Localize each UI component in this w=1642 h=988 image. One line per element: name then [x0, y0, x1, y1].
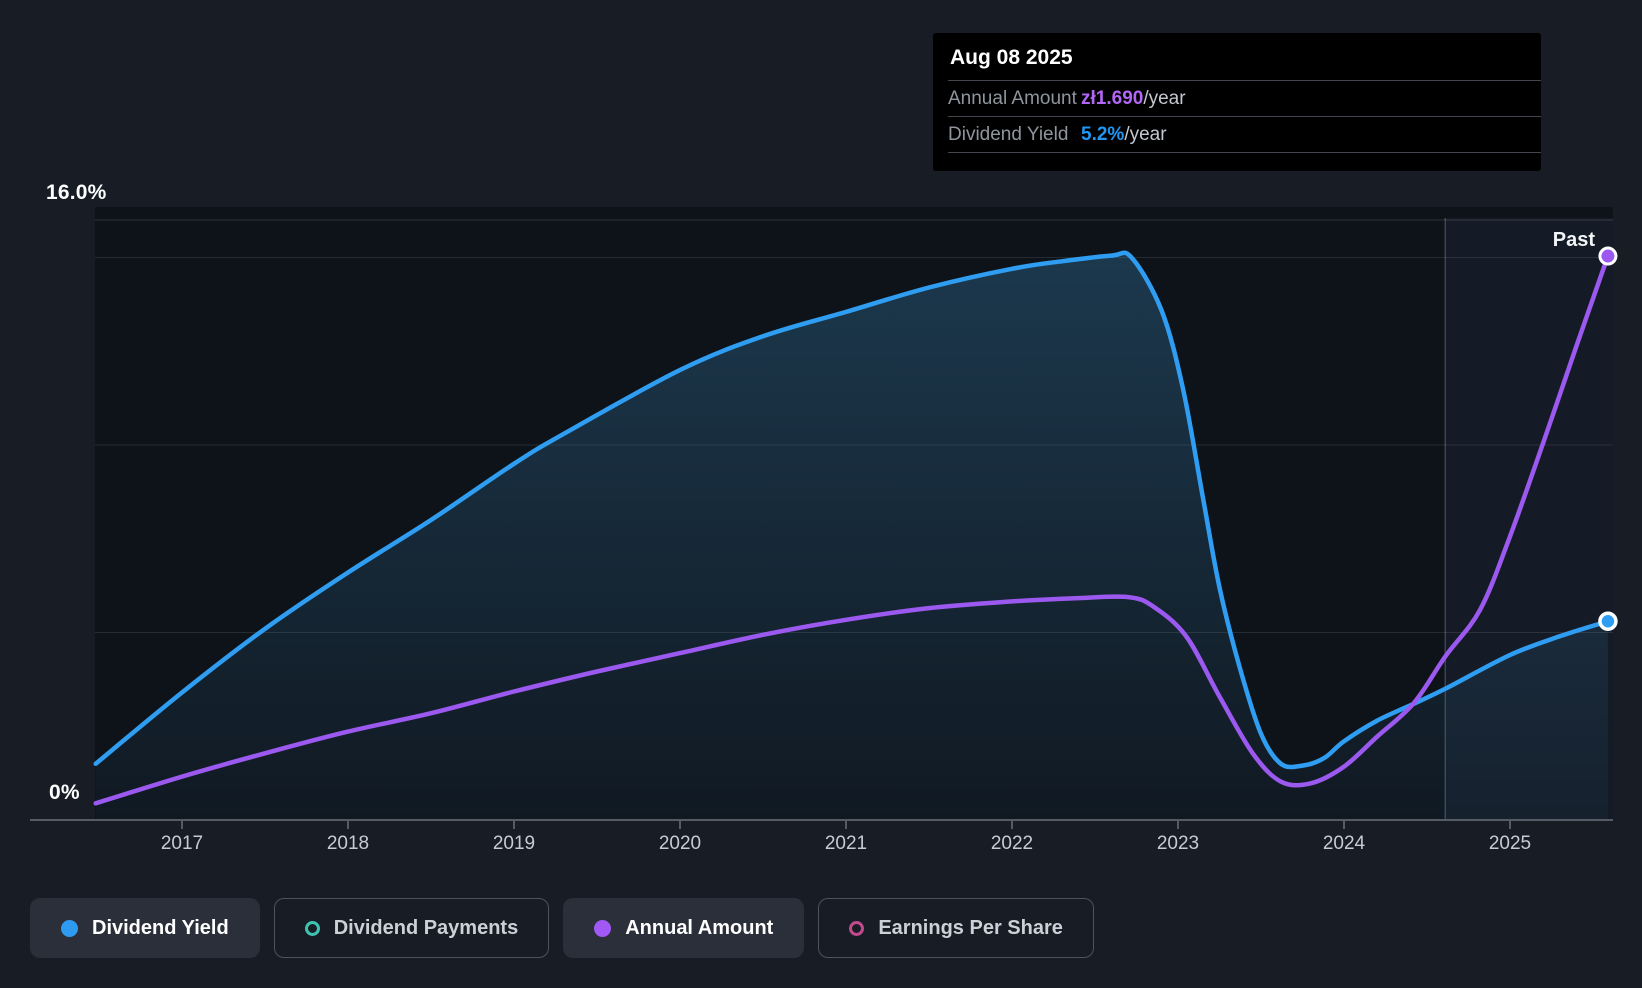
x-axis-year-label-2019: 2019	[492, 833, 536, 854]
legend-label: Dividend Payments	[333, 916, 519, 939]
chart-legend: Dividend Yield Dividend Payments Annual Am…	[30, 898, 1094, 958]
x-axis-year-label-2023: 2023	[1156, 833, 1200, 854]
legend-label: Dividend Yield	[92, 916, 229, 939]
legend-button-annual-amount[interactable]: Annual Amount	[563, 898, 805, 958]
x-axis-year-label-2018: 2018	[326, 833, 370, 854]
y-axis-min-label: 0%	[49, 781, 80, 804]
tooltip-suffix: /year	[1143, 87, 1186, 109]
past-region-label: Past	[1552, 229, 1595, 251]
tooltip-row-dividend-yield: Dividend Yield 5.2%/year	[948, 116, 1541, 153]
tooltip-value-dividend-yield: 5.2%	[1081, 123, 1125, 145]
tooltip-suffix: /year	[1124, 123, 1167, 145]
tooltip-label: Dividend Yield	[948, 123, 1069, 145]
annual-amount-end-marker[interactable]	[1598, 246, 1618, 266]
legend-button-dividend-yield[interactable]: Dividend Yield	[30, 898, 260, 958]
legend-button-dividend-payments[interactable]: Dividend Payments	[273, 898, 550, 958]
open-circle-icon	[304, 920, 320, 936]
annual-amount-line	[93, 253, 1611, 806]
x-axis-year-label-2025: 2025	[1488, 833, 1532, 854]
filled-dot-icon	[61, 919, 78, 937]
legend-label: Annual Amount	[625, 916, 774, 939]
y-axis-max-label: 16.0%	[46, 181, 107, 204]
tooltip-row-annual-amount: Annual Amount zł1.690/year	[948, 80, 1541, 116]
x-axis-year-label-2021: 2021	[824, 833, 868, 854]
filled-dot-icon	[594, 919, 612, 937]
open-circle-icon	[849, 920, 865, 936]
tooltip-value-annual-amount: zł1.690	[1081, 87, 1144, 109]
tooltip-date: Aug 08 2025	[950, 46, 1073, 69]
dividend-yield-area	[95, 252, 1608, 821]
legend-button-earnings-per-share[interactable]: Earnings Per Share	[818, 898, 1094, 958]
x-axis-year-label-2017: 2017	[160, 833, 204, 854]
x-axis-year-label-2024: 2024	[1322, 833, 1366, 854]
x-axis-year-label-2020: 2020	[658, 833, 702, 854]
x-axis-year-label-2022: 2022	[990, 833, 1034, 854]
dividend-yield-line	[93, 250, 1611, 770]
chart-tooltip: Aug 08 2025 Annual Amount zł1.690/year D…	[933, 33, 1541, 171]
dividend-yield-end-marker[interactable]	[1598, 611, 1618, 631]
tooltip-label: Annual Amount	[948, 87, 1077, 109]
legend-label: Earnings Per Share	[878, 916, 1063, 939]
